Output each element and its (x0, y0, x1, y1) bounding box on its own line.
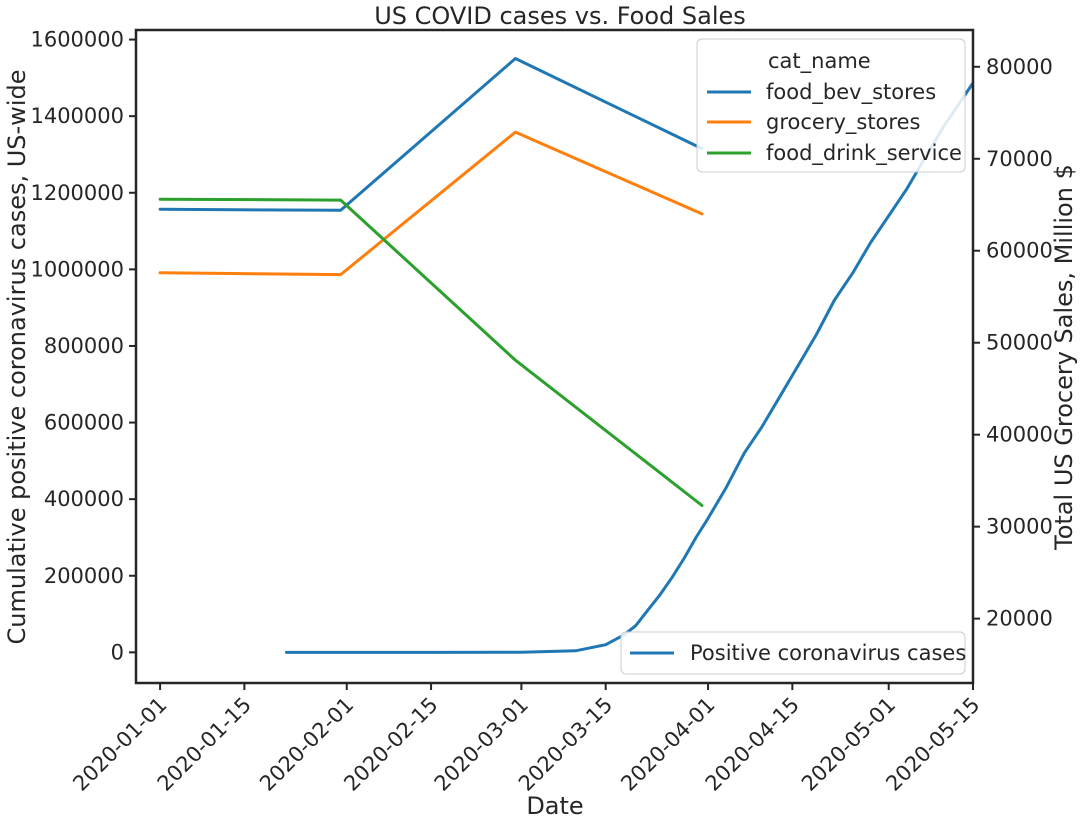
y-left-tick-label: 1200000 (30, 181, 124, 205)
y-right-axis-label: Total US Grocery Sales, Million $ (1050, 164, 1078, 551)
y-right-tick-label: 20000 (986, 607, 1053, 631)
series-line-positive-coronavirus-cases (285, 80, 973, 654)
y-right-tick-label: 60000 (986, 239, 1053, 263)
y-left-tick-label: 400000 (44, 487, 124, 511)
series-line-food-bev-stores (158, 57, 704, 212)
y-right-tick-label: 50000 (986, 331, 1053, 355)
chart-title: US COVID cases vs. Food Sales (374, 2, 746, 30)
legend-label-positive-cases: Positive coronavirus cases (690, 641, 966, 665)
legend-cases-box (620, 631, 966, 675)
y-right-tick-label: 40000 (986, 423, 1053, 447)
plot-lines (158, 57, 973, 654)
y-left-tick-label: 1400000 (30, 104, 124, 128)
legend-cases: Positive coronavirus cases (620, 631, 966, 675)
y-right-tick-label: 80000 (986, 55, 1053, 79)
y-left-tick-label: 200000 (44, 564, 124, 588)
legend-sales-box (696, 38, 966, 173)
y-left-axis-ticks: 0 200000 400000 600000 800000 1000000 1200000 1… (30, 28, 136, 664)
x-axis-label: Date (526, 792, 583, 820)
plot-frame (134, 28, 975, 685)
legend-label-grocery-stores: grocery_stores (766, 110, 920, 135)
y-right-tick-label: 30000 (986, 515, 1053, 539)
legend-sales-title: cat_name (768, 49, 871, 74)
y-left-axis-label: Cumulative positive coronavirus cases, U… (3, 70, 31, 645)
y-right-axis-ticks: 20000 30000 40000 50000 60000 70000 80000 (973, 55, 1053, 631)
y-right-tick-label: 70000 (986, 147, 1053, 171)
y-left-tick-label: 1600000 (30, 28, 124, 52)
series-line-grocery-stores (158, 130, 704, 277)
y-left-tick-label: 1000000 (30, 257, 124, 281)
y-left-tick-label: 600000 (44, 411, 124, 435)
legend-sales: cat_name food_bev_stores grocery_stores … (696, 38, 966, 173)
y-left-tick-label: 800000 (44, 334, 124, 358)
legend-label-food-drink-service: food_drink_service (766, 141, 962, 166)
legend-label-food-bev-stores: food_bev_stores (766, 80, 936, 105)
series-line-food-drink-service (158, 197, 704, 507)
y-left-tick-label: 0 (111, 640, 124, 664)
